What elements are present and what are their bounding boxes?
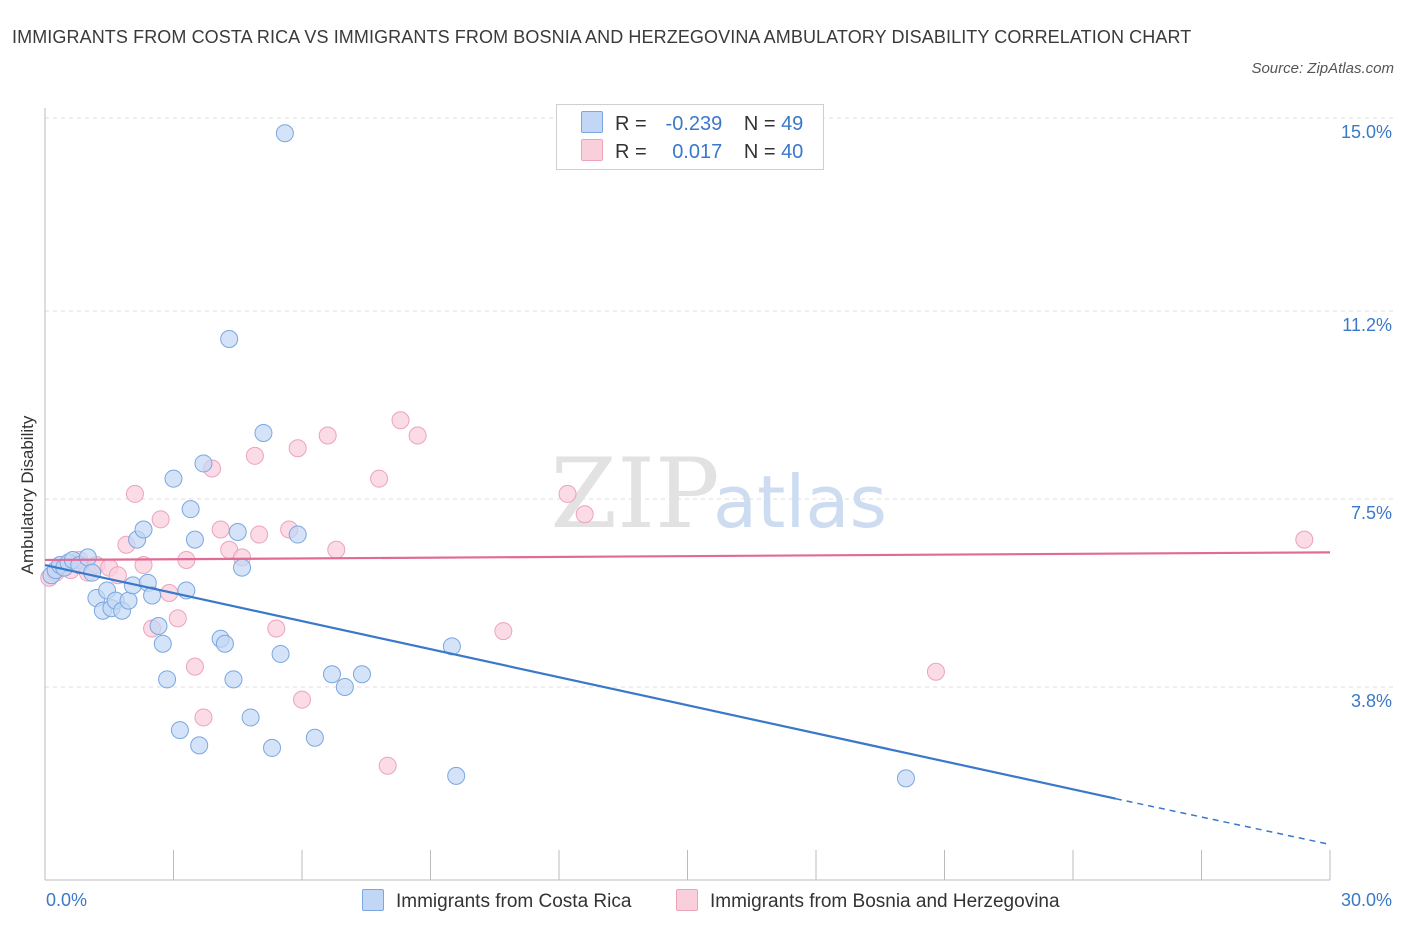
data-point-costa-rica — [288, 525, 307, 544]
data-point-costa-rica — [352, 665, 371, 684]
data-point-costa-rica — [134, 520, 153, 539]
watermark-atlas: atlas — [713, 460, 887, 544]
data-point-costa-rica — [275, 124, 294, 143]
data-point-bosnia — [318, 426, 337, 445]
series-costa-rica-points — [42, 124, 915, 788]
r-value: 0.017 — [672, 141, 723, 163]
data-point-costa-rica — [447, 766, 466, 785]
data-point-bosnia — [293, 690, 311, 709]
data-point-costa-rica — [194, 454, 213, 473]
data-point-costa-rica — [158, 670, 177, 689]
n-label: N = — [743, 113, 776, 135]
r-label: R = — [615, 113, 647, 135]
data-point-costa-rica — [233, 558, 252, 577]
data-point-costa-rica — [170, 721, 189, 740]
data-point-costa-rica — [190, 736, 209, 755]
legend-swatch-blue — [362, 889, 384, 911]
data-point-bosnia — [267, 619, 286, 638]
n-value: 40 — [781, 141, 804, 163]
data-point-costa-rica — [228, 523, 247, 542]
legend-item-bosnia: Immigrants from Bosnia and Herzegovina — [676, 888, 1060, 916]
chart-title: IMMIGRANTS FROM COSTA RICA VS IMMIGRANTS… — [12, 27, 1192, 47]
trend-line-costa-rica-extension — [1115, 797, 1331, 846]
n-value: 49 — [781, 113, 804, 135]
data-point-costa-rica — [263, 738, 282, 757]
data-point-bosnia — [245, 446, 264, 465]
data-point-costa-rica — [83, 563, 102, 582]
x-tick-max: 30.0% — [1340, 890, 1392, 910]
data-point-costa-rica — [153, 634, 172, 653]
data-point-bosnia — [327, 540, 346, 559]
data-point-costa-rica — [896, 769, 915, 788]
x-tick-min: 0.0% — [46, 890, 88, 910]
data-point-costa-rica — [78, 548, 97, 567]
axes — [44, 108, 1331, 881]
data-point-costa-rica — [143, 586, 162, 605]
y-tick-label: 7.5% — [1350, 503, 1392, 523]
stats-row-costa-rica: R = -0.239 N = 49 — [581, 110, 803, 138]
data-point-costa-rica — [149, 617, 168, 635]
source-label: Source: ZipAtlas.com — [1251, 60, 1394, 77]
watermark-zip: ZIP — [550, 438, 719, 550]
data-point-bosnia — [558, 484, 577, 503]
data-point-costa-rica — [224, 670, 243, 689]
stats-row-bosnia: R = 0.017 N = 40 — [581, 138, 803, 166]
data-point-bosnia — [408, 426, 427, 445]
data-point-costa-rica — [164, 469, 183, 488]
y-tick-label: 3.8% — [1350, 690, 1392, 711]
data-point-costa-rica — [181, 500, 200, 519]
stats-legend: R = -0.239 N = 49 R = 0.017 N = 40 — [556, 104, 824, 170]
data-point-bosnia — [370, 469, 389, 488]
data-point-bosnia — [378, 756, 397, 775]
legend-label: Immigrants from Costa Rica — [396, 891, 632, 912]
n-label: N = — [743, 141, 776, 163]
data-point-bosnia — [211, 520, 230, 539]
data-point-costa-rica — [241, 708, 260, 727]
trend-line-bosnia — [44, 551, 1331, 562]
data-point-bosnia — [494, 622, 513, 641]
data-point-costa-rica — [220, 329, 239, 348]
data-point-bosnia — [391, 411, 410, 430]
data-point-bosnia — [151, 510, 170, 529]
y-tick-label: 15.0% — [1340, 122, 1392, 142]
data-point-costa-rica — [322, 665, 341, 684]
data-point-costa-rica — [305, 728, 324, 747]
legend-label: Immigrants from Bosnia and Herzegovina — [710, 891, 1060, 912]
data-point-costa-rica — [335, 677, 354, 696]
data-point-bosnia — [1295, 530, 1314, 549]
data-point-bosnia — [168, 609, 187, 628]
trend-line-costa-rica — [44, 563, 1117, 800]
data-point-costa-rica — [119, 591, 138, 610]
legend-swatch-pink — [581, 139, 603, 161]
data-point-bosnia — [125, 484, 144, 503]
data-point-costa-rica — [254, 423, 273, 442]
legend-swatch-pink — [676, 889, 698, 911]
data-point-bosnia — [194, 708, 213, 727]
r-label: R = — [615, 141, 647, 163]
data-point-bosnia — [926, 662, 945, 681]
r-value: -0.239 — [665, 113, 723, 135]
data-point-bosnia — [185, 657, 204, 676]
data-point-costa-rica — [185, 530, 204, 549]
data-point-bosnia — [250, 525, 269, 544]
gridlines — [45, 117, 1395, 688]
data-point-costa-rica — [215, 634, 234, 653]
data-point-bosnia — [288, 439, 307, 458]
y-tick-label: 11.2% — [1342, 315, 1392, 336]
data-point-bosnia — [575, 505, 594, 524]
legend-swatch-blue — [581, 111, 603, 133]
watermark: ZIP atlas — [550, 438, 887, 550]
trend-lines — [44, 551, 1331, 846]
series-legend: Immigrants from Costa Rica Immigrants fr… — [0, 888, 1406, 916]
data-point-bosnia — [134, 556, 153, 575]
legend-item-costa-rica: Immigrants from Costa Rica — [362, 888, 631, 916]
data-point-costa-rica — [271, 644, 290, 663]
